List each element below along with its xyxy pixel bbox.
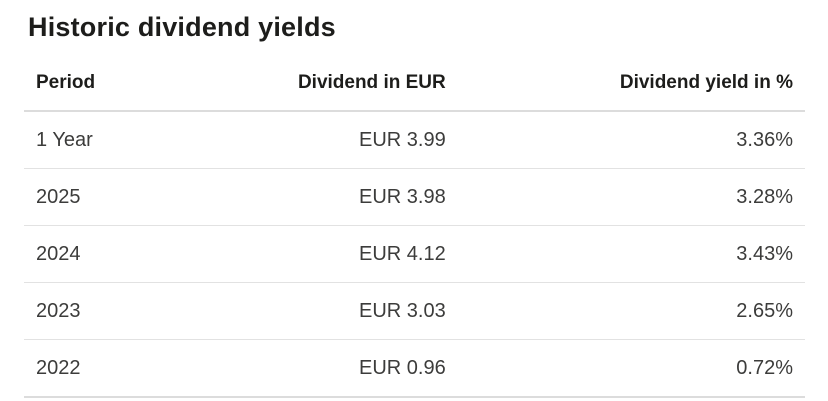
period-cell: 2023 [24,282,212,340]
table-row: 2024 EUR 4.12 3.43% [24,225,805,283]
column-header-period: Period [24,64,212,113]
column-header-dividend-eur: Dividend in EUR [211,64,446,113]
period-cell: 1 Year [36,129,93,152]
column-header-dividend-yield: Dividend yield in % [445,64,805,113]
dividend-cell: EUR 3.98 [211,168,446,226]
dividend-cell: EUR 3.03 [211,282,446,340]
yield-cell: 3.36% [736,129,793,152]
table-header-row: Period Dividend in EUR Dividend yield in… [24,64,805,113]
table-row: 2022 EUR 0.96 0.72% [24,339,805,399]
table-row: 2025 EUR 3.98 3.28% [24,168,805,226]
historic-dividend-yields-section: Historic dividend yields Period Dividend… [24,11,805,399]
dividend-cell: EUR 0.96 [211,339,446,399]
section-title: Historic dividend yields [28,12,336,42]
table-row: 1 Year EUR 3.99 3.36% [24,111,805,169]
period-cell: 2024 [24,225,212,283]
yield-cell: 3.43% [445,225,805,283]
period-cell: 2022 [24,339,212,399]
period-cell: 2025 [24,168,212,226]
dividend-yields-table: Period Dividend in EUR Dividend yield in… [24,64,805,399]
yield-cell: 0.72% [445,339,805,399]
dividend-cell: EUR 3.99 [359,129,446,152]
table-row: 2023 EUR 3.03 2.65% [24,282,805,340]
dividend-cell: EUR 4.12 [211,225,446,283]
yield-cell: 2.65% [445,282,805,340]
yield-cell: 3.28% [445,168,805,226]
